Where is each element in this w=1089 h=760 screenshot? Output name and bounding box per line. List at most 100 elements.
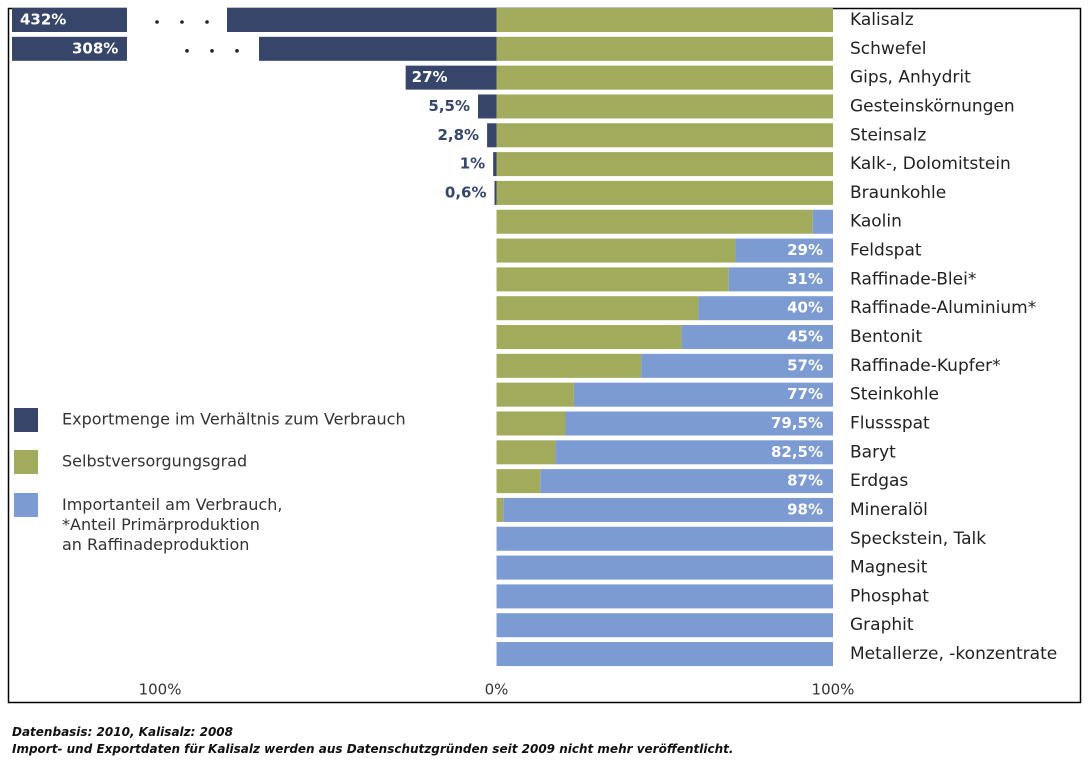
value-label: 29% [787, 241, 823, 259]
bar-segment [573, 382, 833, 407]
x-tick-label: 100% [139, 681, 182, 699]
category-label: Raffinade-Blei* [850, 269, 976, 289]
value-label: 82,5% [771, 443, 823, 461]
footnote: Import- und Exportdaten für Kalisalz wer… [12, 742, 733, 756]
category-label: Graphit [850, 615, 914, 635]
break-dot [235, 49, 239, 53]
bar-segment [496, 65, 833, 90]
break-dot [205, 20, 209, 24]
bar-segment [496, 613, 833, 638]
value-label: 308% [72, 39, 118, 57]
category-label: Gesteinskörnungen [850, 96, 1015, 116]
category-label: Braunkohle [850, 183, 946, 203]
break-dot [185, 49, 189, 53]
bar-segment [565, 411, 833, 436]
bar-segment [728, 267, 833, 292]
plot-area [12, 8, 833, 667]
value-label: 1% [460, 155, 485, 173]
bar-segment [503, 497, 833, 522]
category-label: Kaolin [850, 212, 902, 232]
bar-segment [496, 469, 541, 494]
bar-segment [496, 8, 833, 32]
bar-segment [641, 353, 833, 378]
bar-segment [698, 296, 833, 321]
bar-segment [812, 209, 833, 234]
category-label: Bentonit [850, 327, 922, 347]
bar-segment [496, 180, 833, 205]
x-tick-label: 100% [812, 681, 855, 699]
bar-segment [496, 353, 642, 378]
category-label: Metallerze, -konzentrate [850, 644, 1057, 664]
category-label: Mineralöl [850, 500, 928, 520]
bar-segment [496, 267, 729, 292]
value-label: 87% [787, 472, 823, 490]
category-label: Kalk-, Dolomitstein [850, 154, 1011, 174]
bar-segment [496, 440, 556, 465]
category-label: Erdgas [850, 471, 908, 491]
category-label: Gips, Anhydrit [850, 68, 971, 88]
category-label: Steinsalz [850, 125, 926, 145]
value-label: 27% [412, 68, 448, 86]
value-label: 77% [787, 385, 823, 403]
bar-segment [496, 123, 833, 148]
category-label: Raffinade-Aluminium* [850, 298, 1036, 318]
category-label: Kalisalz [850, 10, 914, 30]
value-label: 0,6% [445, 183, 487, 201]
footnote: Datenbasis: 2010, Kalisalz: 2008 [12, 725, 233, 739]
category-label: Schwefel [850, 39, 926, 59]
value-label: 79,5% [771, 414, 823, 432]
value-label: 31% [787, 270, 823, 288]
break-dot [180, 20, 184, 24]
value-label: 57% [787, 356, 823, 374]
category-label: Raffinade-Kupfer* [850, 356, 1001, 376]
bar [478, 94, 497, 119]
bar-segment [496, 411, 566, 436]
legend-swatch [14, 408, 38, 432]
bar-segment [496, 555, 833, 580]
legend-label: Exportmenge im Verhältnis zum Verbrauch [62, 410, 406, 429]
bar-segment [496, 497, 504, 522]
bar-segment [496, 325, 682, 350]
bar [494, 180, 497, 205]
value-label: 5,5% [428, 97, 470, 115]
bar-segment [496, 584, 833, 609]
legend-label: Importanteil am Verbrauch, *Anteil Primär… [62, 495, 282, 554]
bar-segment [496, 94, 833, 119]
axis-break [127, 7, 227, 33]
bar-segment [681, 325, 833, 350]
bar [405, 65, 497, 90]
category-label: Steinkohle [850, 385, 939, 405]
category-label: Flussspat [850, 413, 930, 433]
bar-segment [555, 440, 833, 465]
value-label: 40% [787, 299, 823, 317]
bar-segment [496, 36, 833, 61]
bar [487, 123, 497, 148]
legend-swatch [14, 450, 38, 474]
bar-segment [496, 526, 833, 551]
bar-segment [496, 296, 699, 321]
category-label: Baryt [850, 442, 896, 462]
bar [493, 152, 497, 177]
bar-segment [496, 238, 736, 263]
x-tick-label: 0% [485, 681, 509, 699]
bar [12, 8, 497, 32]
category-label: Magnesit [850, 558, 928, 578]
value-label: 432% [20, 11, 66, 29]
value-label: 2,8% [437, 126, 479, 144]
bar-segment [496, 382, 574, 407]
category-label: Speckstein, Talk [850, 529, 986, 549]
category-label: Phosphat [850, 586, 929, 606]
value-label: 45% [787, 328, 823, 346]
break-dot [155, 20, 159, 24]
bar-segment [735, 238, 833, 263]
bar-segment [540, 469, 833, 494]
bar-segment [496, 642, 833, 667]
axis-break [127, 35, 259, 62]
bar-segment [496, 152, 833, 177]
legend-label: Selbstversorgungsgrad [62, 452, 247, 471]
category-label: Feldspat [850, 241, 922, 261]
value-label: 98% [787, 500, 823, 518]
bar-segment [496, 209, 813, 234]
break-dot [210, 49, 214, 53]
